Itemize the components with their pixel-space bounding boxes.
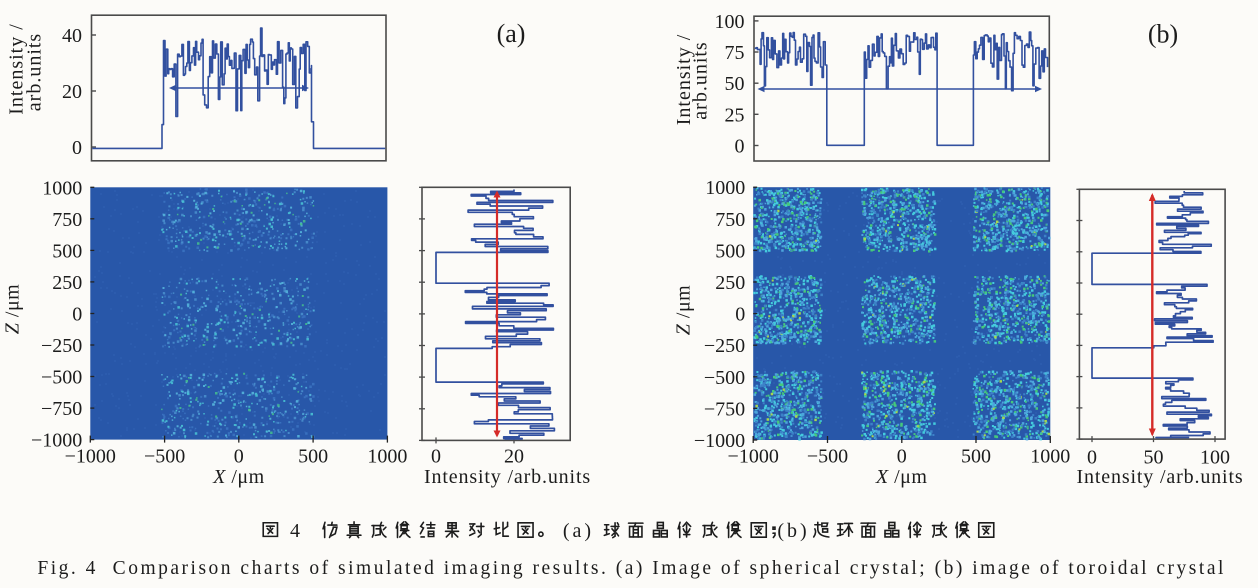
svg-text:1000: 1000 [42,177,82,199]
svg-text:4: 4 [290,520,300,542]
svg-text:−1000: −1000 [31,430,82,452]
svg-text:750: 750 [715,209,745,231]
svg-text:500: 500 [715,240,745,262]
svg-text:500: 500 [52,240,82,262]
svg-text:Z /μm: Z /μm [2,284,24,334]
svg-text:50: 50 [1144,447,1164,469]
svg-text:0: 0 [897,446,907,468]
svg-text:75: 75 [725,42,745,64]
svg-text:500: 500 [298,446,328,468]
svg-text:0: 0 [431,446,441,468]
svg-text:500: 500 [961,446,991,468]
svg-text:750: 750 [52,209,82,231]
svg-text:−750: −750 [704,398,745,420]
svg-text:25: 25 [725,104,745,126]
svg-text:Fig. 4 Comparison charts of s: Fig. 4 Comparison charts of simulated im… [37,558,1224,579]
svg-text:Intensity /arb.units: Intensity /arb.units [424,466,591,488]
svg-text:1000: 1000 [1030,446,1070,468]
svg-text:20: 20 [62,81,82,103]
svg-text:(b): (b) [1148,20,1178,49]
svg-text:arb.units: arb.units [690,41,712,119]
svg-text:−500: −500 [807,446,848,468]
svg-text:Intensity /arb.units: Intensity /arb.units [1077,466,1244,488]
svg-text:Intensity /: Intensity / [6,23,28,115]
svg-text:−500: −500 [704,367,745,389]
svg-text:(b): (b) [777,520,809,542]
svg-text:−1000: −1000 [694,430,745,452]
svg-text:250: 250 [52,272,82,294]
svg-text:100: 100 [715,11,745,33]
svg-text:Z /μm: Z /μm [673,285,695,335]
svg-text:X /μm: X /μm [875,466,928,488]
svg-text:0: 0 [735,304,745,326]
svg-text:0: 0 [1087,447,1097,469]
svg-text:arb.units: arb.units [24,33,46,111]
svg-text:Intensity /: Intensity / [673,34,695,126]
svg-text:−500: −500 [41,367,82,389]
svg-text:X /μm: X /μm [212,466,265,488]
svg-text:0: 0 [735,136,745,158]
svg-text:40: 40 [62,25,82,47]
svg-text:20: 20 [504,446,524,468]
svg-text:−250: −250 [704,335,745,357]
svg-text:250: 250 [715,272,745,294]
svg-text:−250: −250 [41,335,82,357]
svg-text:0: 0 [234,446,244,468]
svg-text:(a): (a) [563,520,594,542]
svg-text:50: 50 [725,73,745,95]
svg-text:1000: 1000 [705,177,745,199]
svg-text:0: 0 [72,137,82,159]
svg-text:0: 0 [72,304,82,326]
svg-text:−1000: −1000 [728,446,779,468]
svg-text:−500: −500 [144,446,185,468]
svg-text:−750: −750 [41,398,82,420]
svg-text:−1000: −1000 [65,446,116,468]
svg-text:(a): (a) [497,19,526,48]
svg-text:100: 100 [1200,447,1230,469]
svg-text:1000: 1000 [367,446,407,468]
